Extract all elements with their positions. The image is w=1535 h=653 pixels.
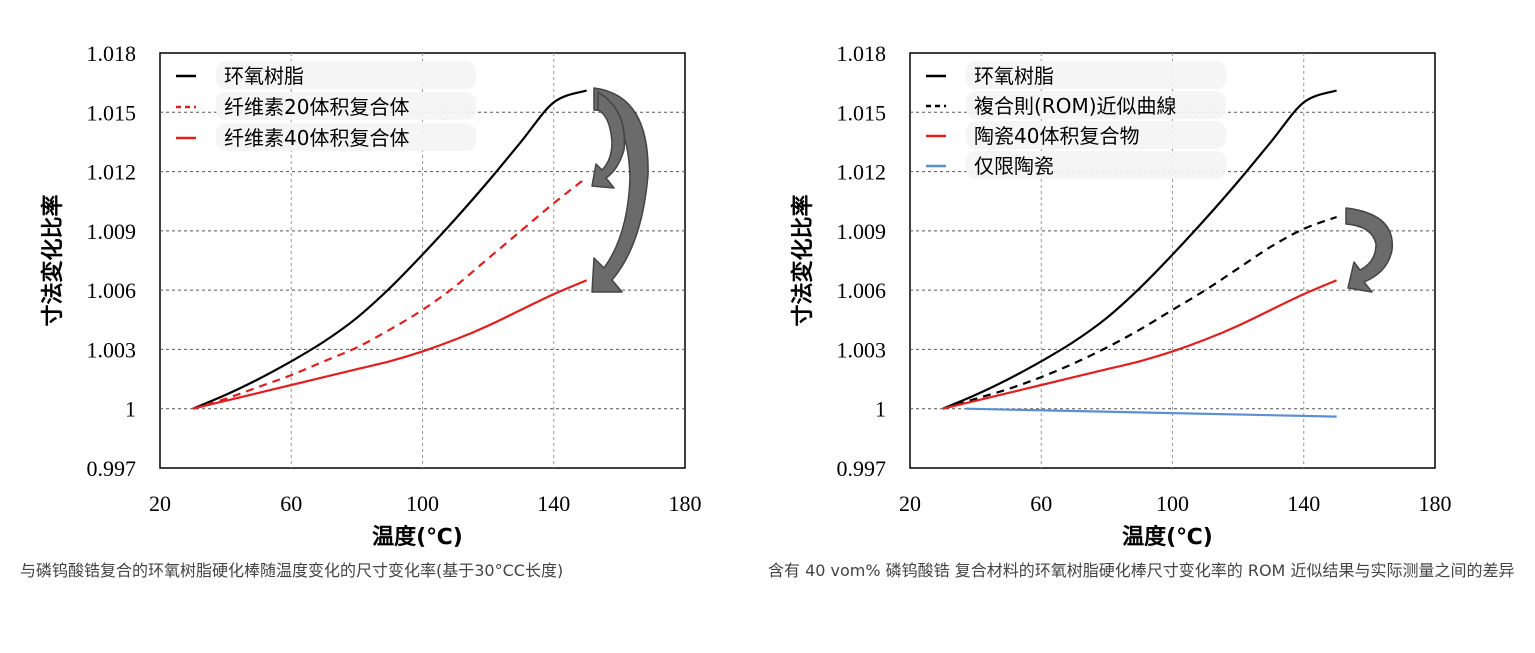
x-axis-label: 温度(℃) [1122, 524, 1213, 550]
legend-backdrop [216, 61, 476, 89]
y-tick-label: 1.015 [837, 100, 887, 125]
curved-arrow-small [591, 91, 626, 189]
legend-label-0: 环氧树脂 [224, 64, 304, 88]
series-line-3 [965, 407, 1337, 418]
y-tick-label: 1.006 [87, 278, 137, 303]
legend-label-3: 仅限陶瓷 [974, 154, 1054, 178]
x-tick-label: 140 [1287, 491, 1320, 516]
series-line-0 [942, 89, 1337, 410]
x-tick-label: 20 [899, 491, 921, 516]
y-tick-label: 1.009 [837, 219, 887, 244]
series-line-0 [192, 89, 587, 410]
legend-backdrop [216, 92, 476, 120]
y-tick-label: 1.009 [87, 219, 137, 244]
x-tick-label: 100 [1156, 491, 1189, 516]
y-axis-label: 寸法変化比率 [790, 194, 816, 326]
series-line-1 [942, 215, 1337, 410]
curved-arrow [1345, 207, 1393, 293]
series-line-2 [942, 279, 1338, 410]
right-chart-caption: 含有 40 vom% 磷钨酸锆 复合材料的环氧树脂硬化棒尺寸变化率的 ROM 近… [768, 561, 1515, 580]
x-tick-label: 140 [537, 491, 570, 516]
right-chart: 20 60 100 140 180 0.997 1 1.003 1.006 1.009 1.012 1… [790, 41, 1452, 550]
y-tick-label: 1 [875, 397, 886, 422]
legend-backdrop [966, 121, 1226, 149]
y-tick-label: 1.003 [87, 337, 137, 362]
x-tick-label: 20 [149, 491, 171, 516]
y-tick-label: 1.003 [837, 337, 887, 362]
legend-label-2: 陶瓷40体积复合物 [974, 124, 1139, 148]
left-chart-panel: 20 60 100 140 180 0.997 1 1.003 1.006 1.009 1.012 1… [0, 0, 760, 653]
legend-backdrop [966, 61, 1226, 89]
x-axis-label: 温度(℃) [372, 524, 463, 550]
right-chart-panel: 20 60 100 140 180 0.997 1 1.003 1.006 1.009 1.012 1… [750, 0, 1535, 653]
legend-backdrop [216, 123, 476, 151]
left-chart: 20 60 100 140 180 0.997 1 1.003 1.006 1.009 1.012 1… [40, 41, 702, 550]
x-tick-label: 180 [1419, 491, 1452, 516]
series-line-2 [192, 279, 588, 410]
y-axis-label: 寸法変化比率 [40, 194, 66, 326]
y-tick-label: 0.997 [87, 456, 137, 481]
legend-label-2: 纤维素40体积复合体 [224, 126, 409, 150]
legend-label-1: 複合則(ROM)近似曲線 [974, 94, 1177, 118]
y-tick-label: 1.012 [87, 160, 137, 185]
y-tick-label: 1.015 [87, 100, 137, 125]
y-tick-label: 1.006 [837, 278, 887, 303]
curved-arrow-large [591, 87, 649, 293]
y-tick-label: 1 [125, 397, 136, 422]
x-tick-label: 60 [280, 491, 302, 516]
legend-backdrop [966, 91, 1226, 119]
y-tick-label: 1.018 [837, 41, 887, 66]
legend-label-0: 环氧树脂 [974, 64, 1054, 88]
x-tick-label: 60 [1030, 491, 1052, 516]
legend-label-1: 纤维素20体积复合体 [224, 95, 409, 119]
y-tick-label: 1.012 [837, 160, 887, 185]
x-tick-label: 180 [669, 491, 702, 516]
legend-backdrop [966, 151, 1226, 179]
left-chart-caption: 与磷钨酸锆复合的环氧树脂硬化棒随温度变化的尺寸变化率(基于30°CC长度) [20, 561, 564, 580]
series-line-1 [192, 176, 588, 410]
x-tick-label: 100 [406, 491, 439, 516]
y-tick-label: 1.018 [87, 41, 137, 66]
y-tick-label: 0.997 [837, 456, 887, 481]
